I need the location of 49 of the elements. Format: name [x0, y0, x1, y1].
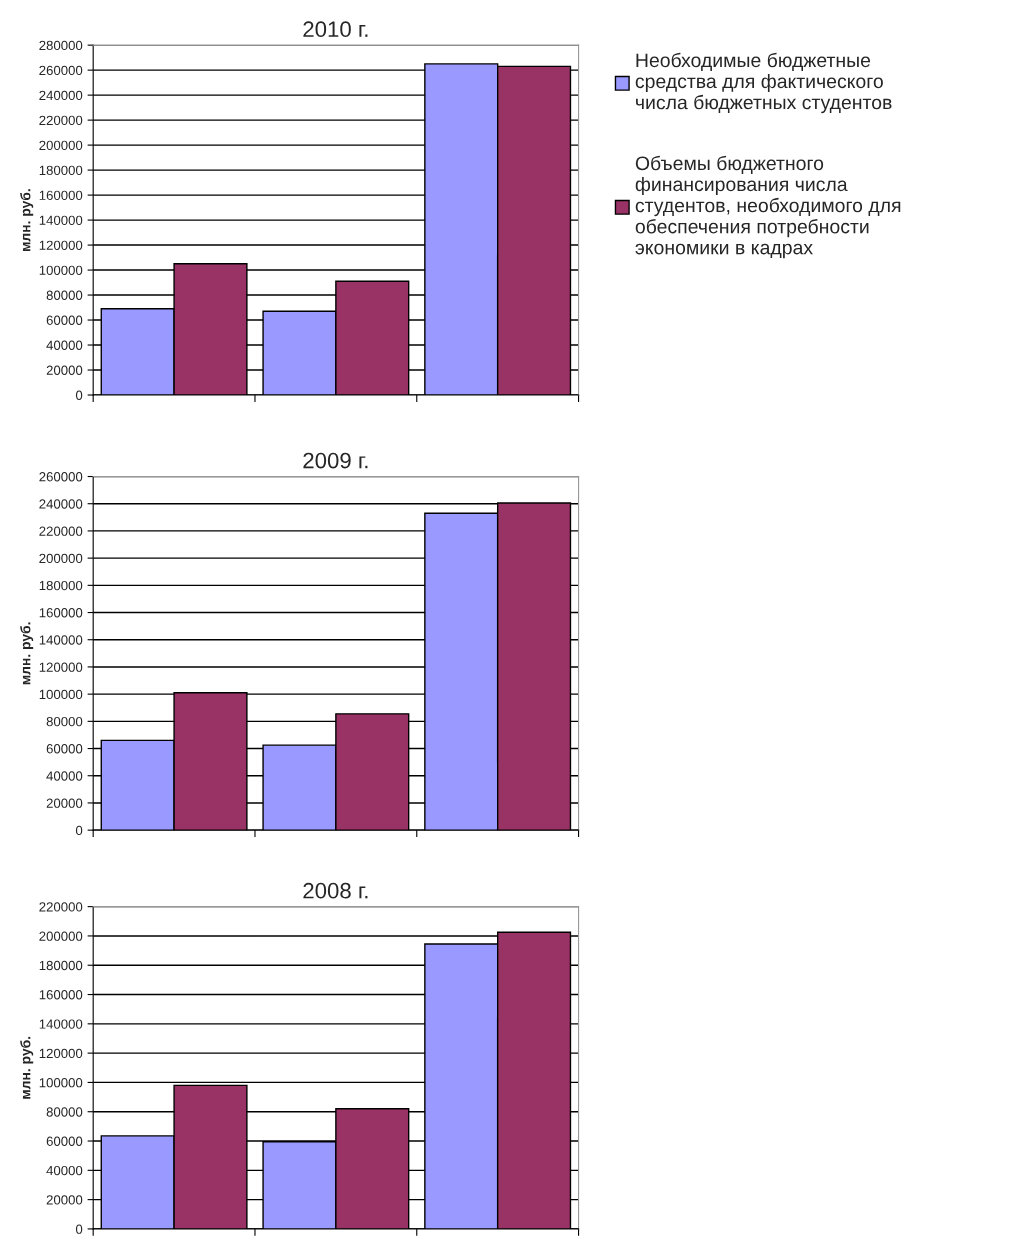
- y-tick-label: 20000: [46, 798, 83, 808]
- y-axis-title: млн. руб.: [20, 622, 34, 685]
- chart-title: 2010 г.: [303, 21, 368, 38]
- y-tick-label: 220000: [39, 902, 83, 912]
- y-tick-label: 140000: [39, 1019, 83, 1029]
- y-tick-label: 140000: [39, 635, 83, 645]
- y-axis-title: млн. руб.: [20, 1036, 34, 1099]
- y-tick-label: 120000: [39, 240, 83, 250]
- y-tick-label: 200000: [39, 553, 83, 564]
- y-tick-label: 40000: [46, 1165, 83, 1176]
- y-tick-label: 140000: [39, 215, 83, 225]
- y-tick-label: 160000: [39, 990, 83, 1000]
- y-tick-label: 260000: [39, 65, 83, 76]
- legend-label: Необходимые бюджетные средства для фактического числа бюджетных студентов: [635, 52, 892, 114]
- y-tick-label: 60000: [46, 1136, 83, 1146]
- y-tick-label: 40000: [46, 771, 83, 781]
- y-tick-label: 60000: [46, 744, 83, 754]
- y-tick-label: 240000: [39, 90, 83, 101]
- y-tick-label: 180000: [39, 165, 83, 176]
- y-tick-label: 120000: [39, 662, 83, 672]
- y-tick-label: 20000: [46, 365, 83, 375]
- y-tick-label: 40000: [46, 340, 83, 350]
- y-tick-label: 0: [75, 825, 83, 836]
- legend-label: Объемы бюджетного финансирования числа студентов, необходимого для обеспечения потребности экономики в кадрах: [635, 155, 901, 259]
- y-tick-label: 260000: [39, 472, 83, 482]
- y-tick-label: 280000: [39, 40, 83, 51]
- y-tick-label: 160000: [39, 190, 83, 200]
- y-tick-label: 60000: [46, 315, 83, 325]
- chart-title: 2008 г.: [303, 882, 368, 899]
- y-tick-label: 100000: [39, 689, 83, 700]
- y-tick-label: 100000: [39, 265, 83, 275]
- y-tick-label: 200000: [39, 140, 83, 151]
- y-tick-label: 240000: [39, 499, 83, 509]
- y-tick-label: 160000: [39, 608, 83, 618]
- y-axis-title: млн. руб.: [20, 189, 34, 251]
- y-tick-label: 80000: [46, 1107, 83, 1117]
- y-tick-label: 180000: [39, 960, 83, 971]
- y-tick-label: 220000: [39, 526, 83, 536]
- y-tick-label: 20000: [46, 1195, 83, 1205]
- y-tick-label: 80000: [46, 716, 83, 727]
- y-tick-label: 0: [75, 1224, 83, 1234]
- chart-title: 2009 г.: [303, 452, 368, 469]
- y-tick-label: 120000: [39, 1048, 83, 1059]
- y-tick-label: 200000: [39, 931, 83, 941]
- y-tick-label: 100000: [39, 1078, 83, 1088]
- y-tick-label: 0: [75, 390, 83, 400]
- y-tick-label: 80000: [46, 290, 83, 300]
- y-tick-label: 180000: [39, 580, 83, 591]
- y-tick-label: 220000: [39, 115, 83, 126]
